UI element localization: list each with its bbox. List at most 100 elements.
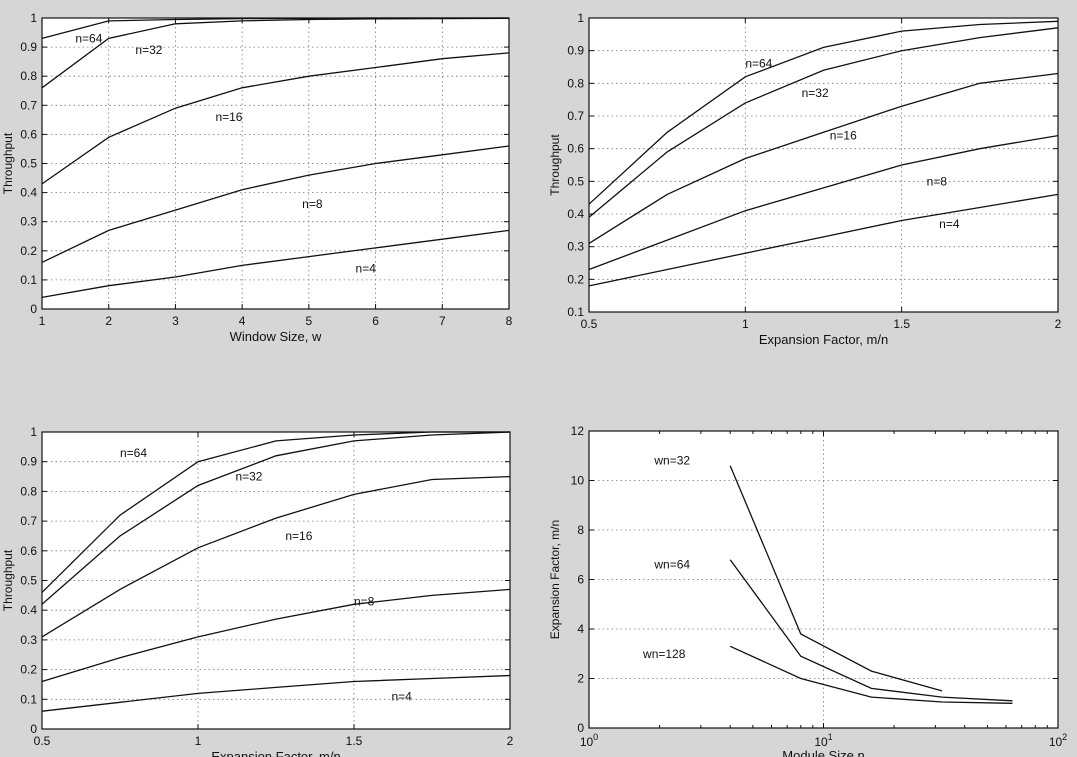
y-tick-label: 0.6 bbox=[20, 127, 37, 141]
x-tick-label: 5 bbox=[306, 314, 313, 328]
series-label: n=64 bbox=[120, 446, 147, 460]
y-tick-label: 0.1 bbox=[20, 273, 37, 287]
y-tick-label: 0.1 bbox=[20, 692, 37, 706]
series-label: wn=64 bbox=[653, 558, 690, 572]
y-tick-label: 8 bbox=[577, 523, 584, 537]
y-tick-label: 12 bbox=[571, 424, 585, 438]
series-label: wn=128 bbox=[642, 647, 686, 661]
plot-frame bbox=[588, 430, 1059, 729]
chart-throughput-vs-expansion-factor-top: 0.5 1 1.5 2 0.1 0.2 0.3 0.4 0.5 0.6 0.7 0.8 0.9 1 n=64… bbox=[548, 11, 1062, 347]
series-line-n-16 bbox=[41, 475, 511, 638]
x-tick-label: 2 bbox=[105, 314, 112, 328]
y-tick-label: 1 bbox=[577, 11, 584, 25]
y-tick-label: 0.5 bbox=[567, 174, 584, 188]
series-line-n-4 bbox=[41, 229, 510, 299]
x-tick-label: 8 bbox=[506, 314, 513, 328]
series-line-n-8 bbox=[588, 134, 1059, 271]
x-tick-label: 0.5 bbox=[581, 317, 598, 331]
series-label: n=4 bbox=[356, 261, 377, 275]
x-tick-label: 102 bbox=[1049, 732, 1067, 749]
y-tick-label: 0.3 bbox=[20, 633, 37, 647]
x-tick-label: 0.5 bbox=[34, 734, 51, 748]
series-label: n=32 bbox=[135, 43, 162, 57]
y-tick-label: 0.4 bbox=[20, 603, 37, 617]
series-label: n=32 bbox=[802, 86, 829, 100]
series-line-n-8 bbox=[41, 588, 511, 683]
x-tick-label: 2 bbox=[507, 734, 514, 748]
y-tick-label: 1 bbox=[30, 425, 37, 439]
y-tick-label: 0.2 bbox=[20, 663, 37, 677]
series-label: n=16 bbox=[285, 529, 312, 543]
y-tick-label: 0.3 bbox=[20, 215, 37, 229]
series-label: n=16 bbox=[830, 129, 857, 143]
y-tick-label: 1 bbox=[30, 11, 37, 25]
y-tick-label: 6 bbox=[577, 573, 584, 587]
series-line-n-4 bbox=[41, 674, 511, 712]
series-label: wn=32 bbox=[653, 454, 690, 468]
y-tick-label: 0.7 bbox=[20, 98, 37, 112]
x-axis-label: Expansion Factor, m/n bbox=[759, 332, 888, 347]
x-tick-label: 7 bbox=[439, 314, 446, 328]
x-tick-label: 2 bbox=[1055, 317, 1062, 331]
y-tick-label: 0.4 bbox=[567, 207, 584, 221]
y-tick-label: 0.9 bbox=[20, 455, 37, 469]
y-tick-label: 0.8 bbox=[20, 69, 37, 83]
y-axis-label: Throughput bbox=[1, 549, 15, 611]
y-tick-label: 0.9 bbox=[567, 44, 584, 58]
plot-frame bbox=[588, 17, 1059, 313]
x-axis-label: Window Size, w bbox=[230, 329, 322, 344]
y-tick-label: 0 bbox=[30, 722, 37, 736]
series-label: n=64 bbox=[75, 31, 102, 45]
y-tick-label: 0.3 bbox=[567, 240, 584, 254]
x-tick-label: 1.5 bbox=[893, 317, 910, 331]
x-axis-label: Expansion Factor, m/n bbox=[211, 749, 340, 757]
series-label: n=4 bbox=[391, 689, 412, 703]
plot-frame bbox=[41, 17, 510, 310]
y-tick-label: 0.5 bbox=[20, 157, 37, 171]
y-tick-label: 0 bbox=[577, 721, 584, 735]
y-tick-label: 2 bbox=[577, 672, 584, 686]
y-tick-label: 0.7 bbox=[20, 514, 37, 528]
y-tick-label: 10 bbox=[571, 474, 585, 488]
y-axis-label: Throughput bbox=[1, 132, 15, 194]
y-tick-label: 0.1 bbox=[567, 305, 584, 319]
y-tick-label: 0.8 bbox=[567, 76, 584, 90]
plot-frame bbox=[41, 431, 511, 730]
series-label: n=16 bbox=[215, 110, 242, 124]
y-tick-label: 0.8 bbox=[20, 484, 37, 498]
y-tick-label: 0.9 bbox=[20, 40, 37, 54]
y-axis-label: Throughput bbox=[548, 134, 562, 196]
series-line-n-8 bbox=[41, 145, 510, 263]
x-tick-label: 1 bbox=[742, 317, 749, 331]
y-axis-label: Expansion Factor, m/n bbox=[548, 520, 562, 639]
chart-throughput-vs-window-size: 1 2 3 4 5 6 7 8 0 0.1 0.2 0.3 0.4 0.5 0.6 0.7 0.8 0.9 1 n=6… bbox=[1, 11, 513, 344]
series-line-n-32 bbox=[588, 27, 1059, 218]
y-tick-label: 4 bbox=[577, 622, 584, 636]
series-line-wn-64 bbox=[729, 559, 1013, 702]
y-tick-label: 0.4 bbox=[20, 186, 37, 200]
y-tick-label: 0.2 bbox=[567, 272, 584, 286]
x-tick-label: 6 bbox=[372, 314, 379, 328]
x-tick-label: 1 bbox=[39, 314, 46, 328]
y-tick-label: 0 bbox=[30, 302, 37, 316]
series-line-n-16 bbox=[41, 52, 510, 185]
series-line-n-4 bbox=[588, 193, 1059, 287]
series-label: n=32 bbox=[235, 470, 262, 484]
series-line-n-16 bbox=[588, 72, 1059, 244]
series-label: n=8 bbox=[302, 197, 323, 211]
y-tick-label: 0.6 bbox=[567, 142, 584, 156]
x-tick-label: 1 bbox=[195, 734, 202, 748]
x-tick-label: 1.5 bbox=[346, 734, 363, 748]
x-tick-label: 101 bbox=[814, 732, 832, 749]
series-line-n-64 bbox=[588, 20, 1059, 205]
series-label: n=8 bbox=[927, 174, 948, 188]
y-tick-label: 0.7 bbox=[567, 109, 584, 123]
plot-area bbox=[589, 18, 1058, 312]
series-line-wn-32 bbox=[729, 465, 943, 692]
x-axis-label: Module Size n bbox=[782, 748, 864, 757]
series-line-wn-128 bbox=[729, 645, 1013, 704]
series-line-n-32 bbox=[41, 17, 510, 89]
series-label: n=64 bbox=[745, 57, 772, 71]
chart-expansion-factor-vs-module-size: 100 101 102 0 2 4 6 8 10 12 wn=32 wn=64 wn=128 Module… bbox=[548, 424, 1067, 757]
